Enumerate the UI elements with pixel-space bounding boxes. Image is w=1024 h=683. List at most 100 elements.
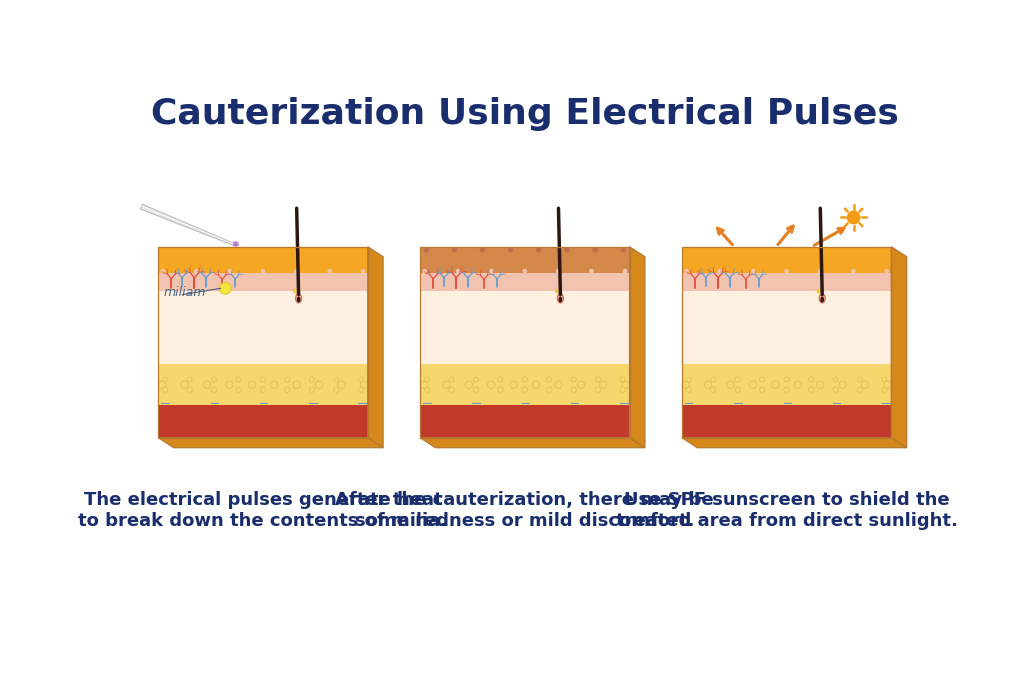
Polygon shape <box>420 247 630 273</box>
Circle shape <box>489 269 494 273</box>
Circle shape <box>760 387 765 393</box>
Polygon shape <box>420 438 645 448</box>
Circle shape <box>833 377 838 382</box>
Ellipse shape <box>820 296 824 303</box>
Circle shape <box>358 387 364 393</box>
Polygon shape <box>682 421 891 438</box>
Circle shape <box>884 381 891 389</box>
Circle shape <box>473 377 478 382</box>
Circle shape <box>285 387 290 393</box>
Polygon shape <box>682 247 891 273</box>
Polygon shape <box>420 405 630 421</box>
Circle shape <box>794 381 802 389</box>
Circle shape <box>784 387 790 393</box>
Circle shape <box>718 269 722 273</box>
Ellipse shape <box>816 288 821 294</box>
Circle shape <box>885 269 889 273</box>
Circle shape <box>211 387 217 393</box>
Circle shape <box>424 247 429 253</box>
Circle shape <box>816 381 824 389</box>
Circle shape <box>596 377 601 382</box>
Polygon shape <box>211 403 219 404</box>
Circle shape <box>833 387 839 393</box>
Circle shape <box>621 247 626 253</box>
Text: After the cauterization, there may be
some redness or mild discomfort.: After the cauterization, there may be so… <box>336 491 714 529</box>
Circle shape <box>621 377 625 382</box>
Polygon shape <box>682 438 906 448</box>
Circle shape <box>578 381 585 389</box>
Circle shape <box>449 387 455 393</box>
Circle shape <box>424 387 430 393</box>
Polygon shape <box>891 247 906 448</box>
Circle shape <box>456 269 461 273</box>
Circle shape <box>772 381 779 389</box>
Circle shape <box>219 283 231 294</box>
Circle shape <box>686 387 691 393</box>
Polygon shape <box>882 403 891 404</box>
Polygon shape <box>685 403 693 404</box>
Circle shape <box>571 387 577 393</box>
Circle shape <box>338 381 345 389</box>
Circle shape <box>809 377 814 382</box>
Ellipse shape <box>819 294 825 303</box>
Polygon shape <box>833 403 842 404</box>
Circle shape <box>851 269 856 273</box>
Circle shape <box>522 377 527 382</box>
Circle shape <box>480 247 485 253</box>
Circle shape <box>225 381 233 389</box>
Polygon shape <box>260 403 268 404</box>
Circle shape <box>808 387 814 393</box>
Polygon shape <box>734 403 742 404</box>
Circle shape <box>547 387 552 393</box>
Circle shape <box>163 377 168 382</box>
Polygon shape <box>309 403 317 404</box>
Circle shape <box>181 381 188 389</box>
Circle shape <box>309 377 314 382</box>
Circle shape <box>705 381 712 389</box>
Circle shape <box>236 387 242 393</box>
Circle shape <box>532 381 540 389</box>
Circle shape <box>236 377 241 382</box>
Circle shape <box>817 269 822 273</box>
Circle shape <box>328 269 332 273</box>
Ellipse shape <box>297 296 300 303</box>
Polygon shape <box>423 403 432 404</box>
Circle shape <box>857 387 862 393</box>
Polygon shape <box>630 247 645 448</box>
Circle shape <box>727 381 734 389</box>
Polygon shape <box>159 421 368 438</box>
Circle shape <box>623 269 628 273</box>
Polygon shape <box>159 273 368 291</box>
Polygon shape <box>682 291 891 364</box>
Circle shape <box>294 269 299 273</box>
Circle shape <box>711 387 716 393</box>
Polygon shape <box>368 247 383 448</box>
Circle shape <box>686 377 691 382</box>
Circle shape <box>358 377 364 382</box>
Circle shape <box>315 381 323 389</box>
Circle shape <box>510 381 517 389</box>
Polygon shape <box>159 438 383 448</box>
Text: Cauterization Using Electrical Pulses: Cauterization Using Electrical Pulses <box>151 96 899 130</box>
Ellipse shape <box>293 288 297 294</box>
Circle shape <box>293 381 300 389</box>
Circle shape <box>784 377 790 382</box>
Circle shape <box>556 269 560 273</box>
Circle shape <box>248 381 256 389</box>
Circle shape <box>465 381 472 389</box>
Polygon shape <box>571 403 580 404</box>
Circle shape <box>473 387 478 393</box>
Ellipse shape <box>558 296 562 303</box>
Circle shape <box>309 387 314 393</box>
Circle shape <box>839 381 846 389</box>
Polygon shape <box>682 364 891 405</box>
Circle shape <box>751 269 756 273</box>
Circle shape <box>684 269 689 273</box>
Text: miliam: miliam <box>164 286 206 299</box>
Circle shape <box>285 377 290 382</box>
Circle shape <box>620 387 626 393</box>
Circle shape <box>760 377 765 382</box>
Circle shape <box>555 381 562 389</box>
Circle shape <box>537 247 542 253</box>
Circle shape <box>547 377 552 382</box>
